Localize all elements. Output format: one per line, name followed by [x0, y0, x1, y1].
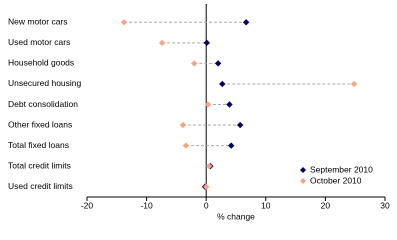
dot — [182, 142, 190, 149]
dot — [205, 162, 213, 170]
x-tick-label: 30 — [380, 200, 390, 210]
y-tick-label: Other fixed loans — [8, 119, 72, 129]
y-tick-label: Used motor cars — [8, 37, 70, 47]
y-tick-label: Household goods — [8, 58, 74, 68]
dot — [228, 142, 235, 149]
legend-label: October 2010 — [310, 175, 362, 185]
dot — [203, 39, 210, 47]
dot — [191, 60, 198, 67]
dot — [236, 121, 244, 129]
x-tick-label: 0 — [204, 200, 209, 210]
dot — [203, 183, 210, 190]
y-tick-label: Total credit limits — [8, 160, 71, 170]
chart: % change -20 -10 0 10 20 30 New motor cars Used… — [8, 4, 390, 221]
x-tick-label: 10 — [261, 200, 271, 210]
dot — [214, 60, 222, 67]
dot — [204, 101, 212, 108]
dot — [226, 101, 233, 108]
x-tick-label: -10 — [140, 200, 153, 210]
dot — [120, 19, 128, 26]
dot — [350, 80, 358, 88]
y-tick-label: Unsecured housing — [8, 78, 82, 88]
y-tick-label: Total fixed loans — [8, 140, 69, 150]
legend-marker — [300, 178, 306, 184]
x-tick-label: -20 — [81, 200, 94, 210]
x-tick-label: 20 — [321, 200, 331, 210]
y-tick-label: Debt consolidation — [8, 99, 78, 109]
dot — [242, 19, 250, 26]
y-tick-label: New motor cars — [8, 17, 68, 27]
legend-label: September 2010 — [310, 164, 373, 174]
y-tick-label: Used credit limits — [8, 181, 73, 191]
dot — [219, 80, 226, 88]
dot — [179, 121, 187, 129]
legend-marker — [300, 167, 306, 173]
dot — [158, 39, 166, 47]
x-axis-label: % change — [217, 211, 255, 221]
